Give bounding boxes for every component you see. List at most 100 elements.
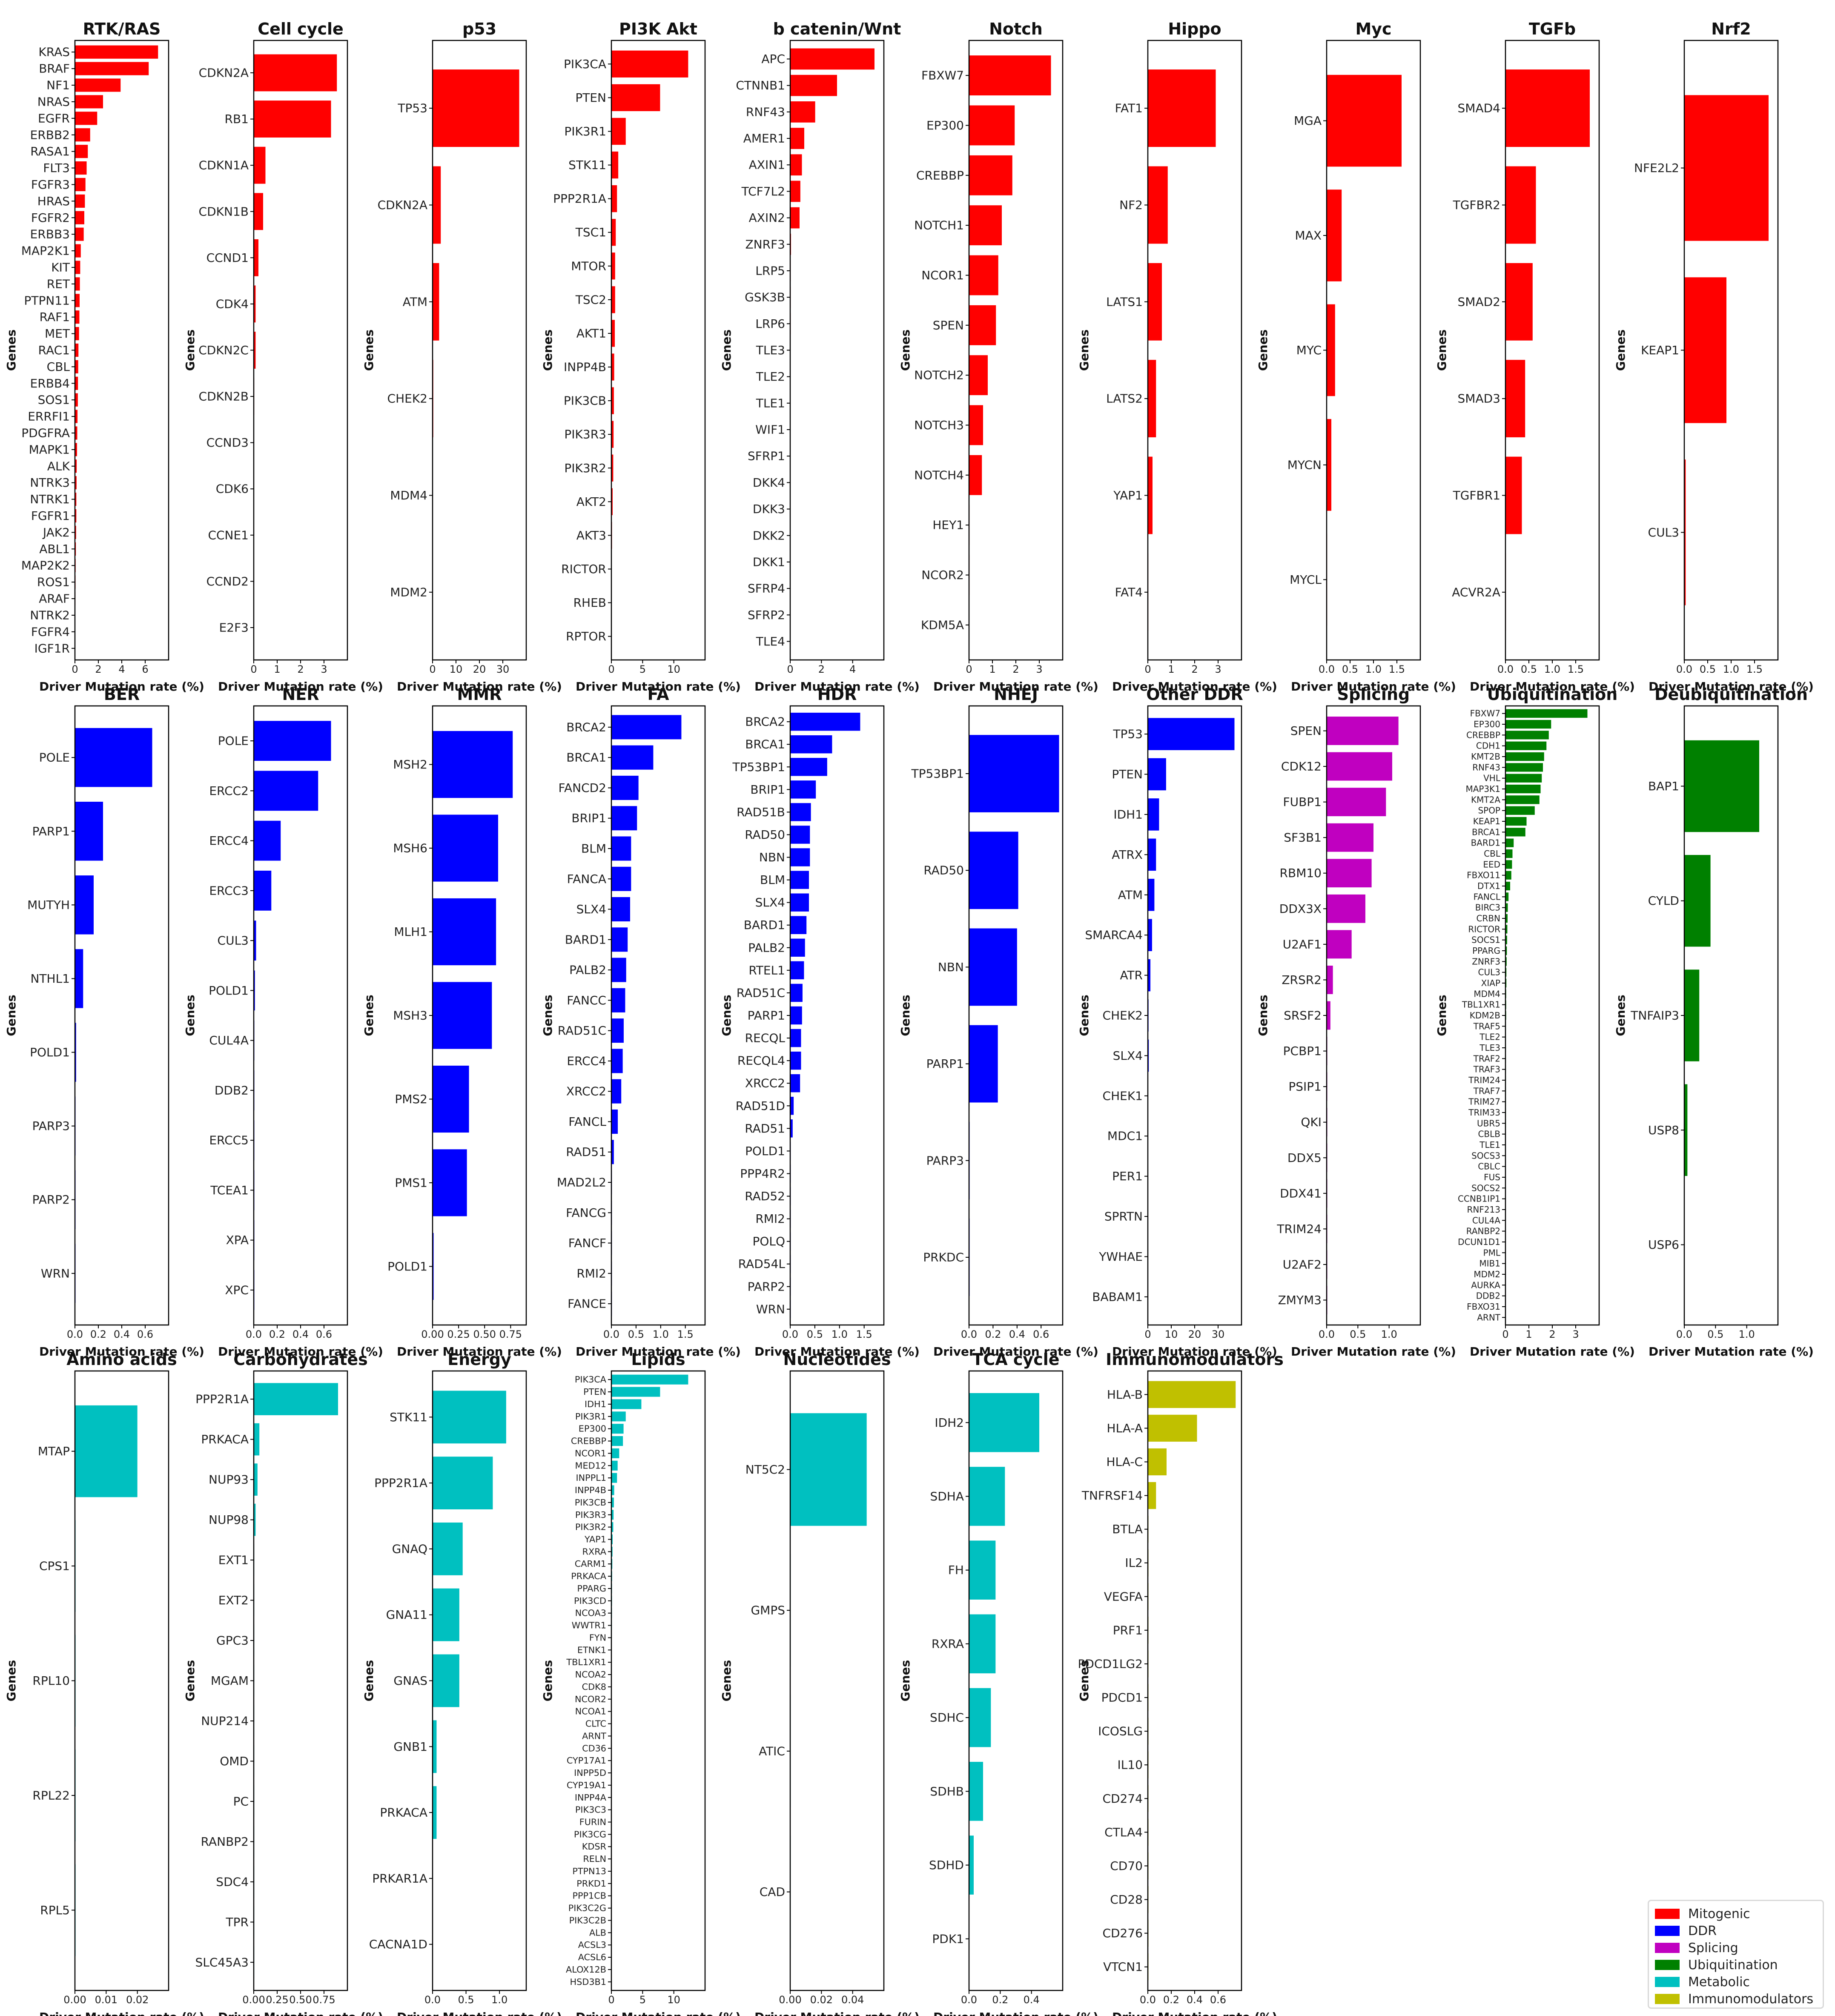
panel-ber: POLE PARP1 MUTYH NTHL1 POLD1 PARP3 PARP2 WRN 0.0… <box>4 685 204 1359</box>
bar-pi3k-akt-tsc1 <box>611 219 616 246</box>
ytick-label-nucleotides-nt5c2: NT5C2 <box>745 1463 785 1477</box>
ytick-label-cell-cycle-ccnd1: CCND1 <box>206 251 249 265</box>
bar-fa-ercc4 <box>611 1049 623 1073</box>
ytick-label-rtk-ras-ntrk1: NTRK1 <box>30 492 70 506</box>
ylabel-hippo: Genes <box>1077 330 1091 371</box>
ytick-label-cell-cycle-cdkn1b: CDKN1B <box>199 204 249 218</box>
ytick-label-ner-ercc4: ERCC4 <box>209 834 249 848</box>
ytick-label-tgfb-smad4: SMAD4 <box>1458 101 1500 115</box>
ylabel-deubiquitination: Genes <box>1614 995 1628 1036</box>
axes-frame-b-catenin-wnt <box>789 40 885 661</box>
bar-hippo-fat1 <box>1148 69 1216 147</box>
ylabel-cell-cycle: Genes <box>183 330 197 371</box>
ytick-label-tgfb-smad3: SMAD3 <box>1458 392 1500 406</box>
ytick-label-ubiquitination-rnf43: RNF43 <box>1472 762 1500 772</box>
ytick-label-p53-mdm4: MDM4 <box>390 488 427 502</box>
ytick-label-notch-spen: SPEN <box>933 318 964 332</box>
ytick-label-ubiquitination-ddb2: DDB2 <box>1476 1291 1500 1301</box>
ytick-label-ubiquitination-keap1: KEAP1 <box>1473 816 1500 826</box>
legend-item-metabolic: Metabolic <box>1655 1973 1817 1990</box>
xtick-label-deubiquitination-1: 0.5 <box>1707 1328 1723 1340</box>
bar-pi3k-akt-stk11 <box>611 151 619 179</box>
ytick-label-ner-xpa: XPA <box>226 1233 249 1247</box>
xtick-label-ber-3: 0.6 <box>137 1328 153 1340</box>
ylabel-rtk-ras: Genes <box>4 330 18 371</box>
bar-rtk-ras-hras <box>75 194 85 208</box>
xtick-label-cell-cycle-0: 0 <box>250 663 257 675</box>
bar-tca-cycle-sdha <box>969 1467 1005 1526</box>
ytick-label-energy-stk11: STK11 <box>390 1410 427 1424</box>
bar-ber-nthl1 <box>75 949 83 1008</box>
xtick-label-nrf2-2: 1.0 <box>1723 663 1739 675</box>
ytick-label-carbohydrates-gpc3: GPC3 <box>216 1634 249 1648</box>
ytick-label-amino-acids-mtap: MTAP <box>38 1444 70 1458</box>
ytick-label-p53-tp53: TP53 <box>397 101 427 115</box>
ytick-label-rtk-ras-fgfr2: FGFR2 <box>31 211 70 225</box>
bar-rtk-ras-rac1 <box>75 343 79 357</box>
ytick-label-splicing-ddx41: DDX41 <box>1280 1186 1322 1200</box>
bar-ubiquitination-dtx1 <box>1505 881 1510 891</box>
bar-fa-blm <box>611 836 631 861</box>
ytick-label-lipids-cltc: CLTC <box>585 1719 606 1729</box>
xtick-label-hdr-1: 0.5 <box>807 1328 823 1340</box>
axes-frame-splicing <box>1326 705 1421 1326</box>
bar-carbohydrates-ppp2r1a <box>254 1383 338 1415</box>
xtick-label-myc-1: 0.5 <box>1342 663 1358 675</box>
ytick-label-other-ddr-smarca4: SMARCA4 <box>1085 928 1143 942</box>
bar-other-ddr-smarca4 <box>1148 919 1152 951</box>
bar-hippo-lats1 <box>1148 263 1162 341</box>
ytick-label-mmr-msh2: MSH2 <box>393 757 427 771</box>
ytick-label-splicing-u2af1: U2AF1 <box>1283 937 1322 951</box>
bar-lipids-inppl1 <box>611 1473 617 1483</box>
ytick-label-rtk-ras-fgfr4: FGFR4 <box>31 625 70 639</box>
bar-myc-max <box>1327 189 1342 281</box>
xtick-label-energy-0: 0.0 <box>424 1994 441 2006</box>
ylabel-ner: Genes <box>183 995 197 1036</box>
ytick-label-rtk-ras-alk: ALK <box>47 459 70 473</box>
ytick-label-carbohydrates-nup93: NUP93 <box>209 1473 249 1487</box>
xtick-label-immunomodulators-0: 0.0 <box>1140 1994 1156 2006</box>
ytick-label-notch-ncor2: NCOR2 <box>921 568 964 582</box>
panel-notch: FBXW7 EP300 CREBBP NOTCH1 NCOR1 SPEN NOTCH2 NOT… <box>898 20 1098 694</box>
ytick-label-ubiquitination-socs3: SOCS3 <box>1471 1150 1500 1161</box>
ytick-label-notch-ep300: EP300 <box>926 118 964 132</box>
ytick-label-ubiquitination-spop: SPOP <box>1478 806 1500 816</box>
ytick-label-lipids-fyn: FYN <box>589 1632 606 1643</box>
bar-rtk-ras-errfi1 <box>75 410 78 423</box>
ylabel-ubiquitination: Genes <box>1435 995 1449 1036</box>
bar-rtk-ras-erbb3 <box>75 227 84 241</box>
ytick-label-immunomodulators-cd28: CD28 <box>1110 1893 1143 1907</box>
axes-frame-other-ddr <box>1147 705 1242 1326</box>
panel-nhej: TP53BP1 RAD50 NBN PARP1 PARP3 PRKDC 0.0 0.2 0.4 0… <box>898 685 1098 1359</box>
xtick-label-nhej-3: 0.6 <box>1033 1328 1049 1340</box>
legend: Mitogenic DDR Splicing Ubiquitination Metabo… <box>1648 1900 1824 2009</box>
bar-notch-fbxw7 <box>969 55 1051 96</box>
ytick-label-hippo-lats1: LATS1 <box>1106 295 1143 309</box>
panel-deubiquitination: BAP1 CYLD TNFAIP3 USP8 USP6 0.0 0.5 1.0 Deubiqui… <box>1614 685 1814 1359</box>
xlabel-hippo: Driver Mutation rate (%) <box>1112 680 1277 694</box>
ytick-label-ubiquitination-trim27: TRIM27 <box>1468 1097 1500 1107</box>
ytick-label-lipids-pparg: PPARG <box>577 1583 606 1594</box>
ylabel-notch: Genes <box>898 330 912 371</box>
xtick-label-ner-2: 0.4 <box>292 1328 309 1340</box>
bar-ubiquitination-bard1 <box>1505 838 1514 847</box>
xlabel-myc: Driver Mutation rate (%) <box>1291 680 1456 694</box>
ytick-label-rtk-ras-mapk1: MAPK1 <box>29 442 70 456</box>
panel-title-mmr: MMR <box>457 685 502 704</box>
ytick-label-ubiquitination-arnt: ARNT <box>1477 1312 1501 1322</box>
ytick-label-fa-fancl: FANCL <box>568 1115 606 1129</box>
xtick-label-ner-0: 0.0 <box>246 1328 262 1340</box>
ytick-label-other-ddr-tp53: TP53 <box>1112 727 1143 741</box>
ytick-label-b-catenin-wnt-znrf3: ZNRF3 <box>745 237 785 251</box>
bar-immunomodulators-tnfrsf14 <box>1148 1482 1156 1509</box>
bar-pi3k-akt-pik3r2 <box>611 454 614 482</box>
ytick-label-splicing-zrsr2: ZRSR2 <box>1282 973 1322 987</box>
ytick-label-cell-cycle-rb1: RB1 <box>225 112 249 126</box>
ylabel-tgfb: Genes <box>1435 330 1449 371</box>
ytick-label-b-catenin-wnt-sfrp4: SFRP4 <box>748 582 785 596</box>
xtick-label-other-ddr-0: 0 <box>1144 1328 1151 1340</box>
ytick-label-rtk-ras-nras: NRAS <box>37 95 70 109</box>
bar-hdr-recql <box>790 1029 801 1047</box>
bar-p53-tp53 <box>433 69 519 147</box>
legend-item-ddr: DDR <box>1655 1922 1817 1939</box>
